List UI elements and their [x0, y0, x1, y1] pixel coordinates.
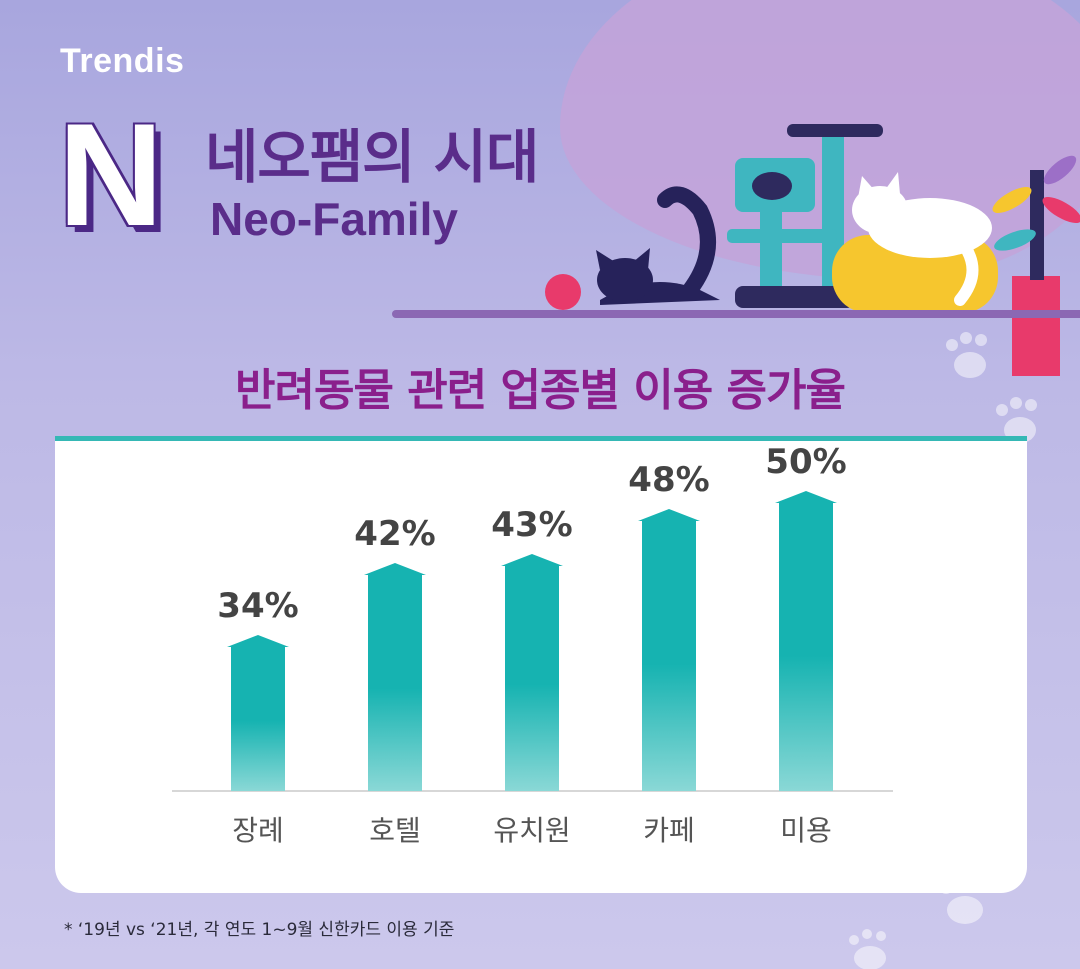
cat-tower-icon: [727, 124, 883, 308]
category-label: 호텔: [369, 814, 421, 847]
footnote: * ‘19년 vs ‘21년, 각 연도 1~9월 신한카드 이용 기준: [64, 920, 455, 940]
page-title-korean: 네오팸의 시대: [205, 123, 539, 191]
chart-title: 반려동물 관련 업종별 이용 증가율: [235, 365, 846, 416]
n-letter-mark: N: [58, 93, 164, 256]
white-cat-icon: [832, 172, 998, 313]
data-label: 48%: [628, 460, 709, 500]
brand-logo: Trendis: [60, 42, 185, 80]
bar-카페: [638, 509, 700, 791]
bar-호텔: [364, 563, 426, 791]
data-label: 34%: [217, 586, 298, 626]
category-label: 카페: [643, 814, 695, 847]
yarn-ball-icon: [545, 274, 581, 310]
bar-장례: [227, 635, 289, 791]
page-title-english: Neo-Family: [210, 193, 458, 245]
plant-icon: [992, 155, 1080, 376]
data-label: 42%: [354, 514, 435, 554]
data-label: 50%: [765, 442, 846, 482]
bar-유치원: [501, 554, 563, 791]
shelf: [392, 310, 1080, 318]
bar-미용: [775, 491, 837, 791]
black-cat-icon: [596, 186, 720, 305]
category-label: 장례: [232, 814, 284, 847]
category-label: 미용: [780, 814, 832, 847]
data-label: 43%: [491, 505, 572, 545]
category-label: 유치원: [493, 814, 570, 847]
